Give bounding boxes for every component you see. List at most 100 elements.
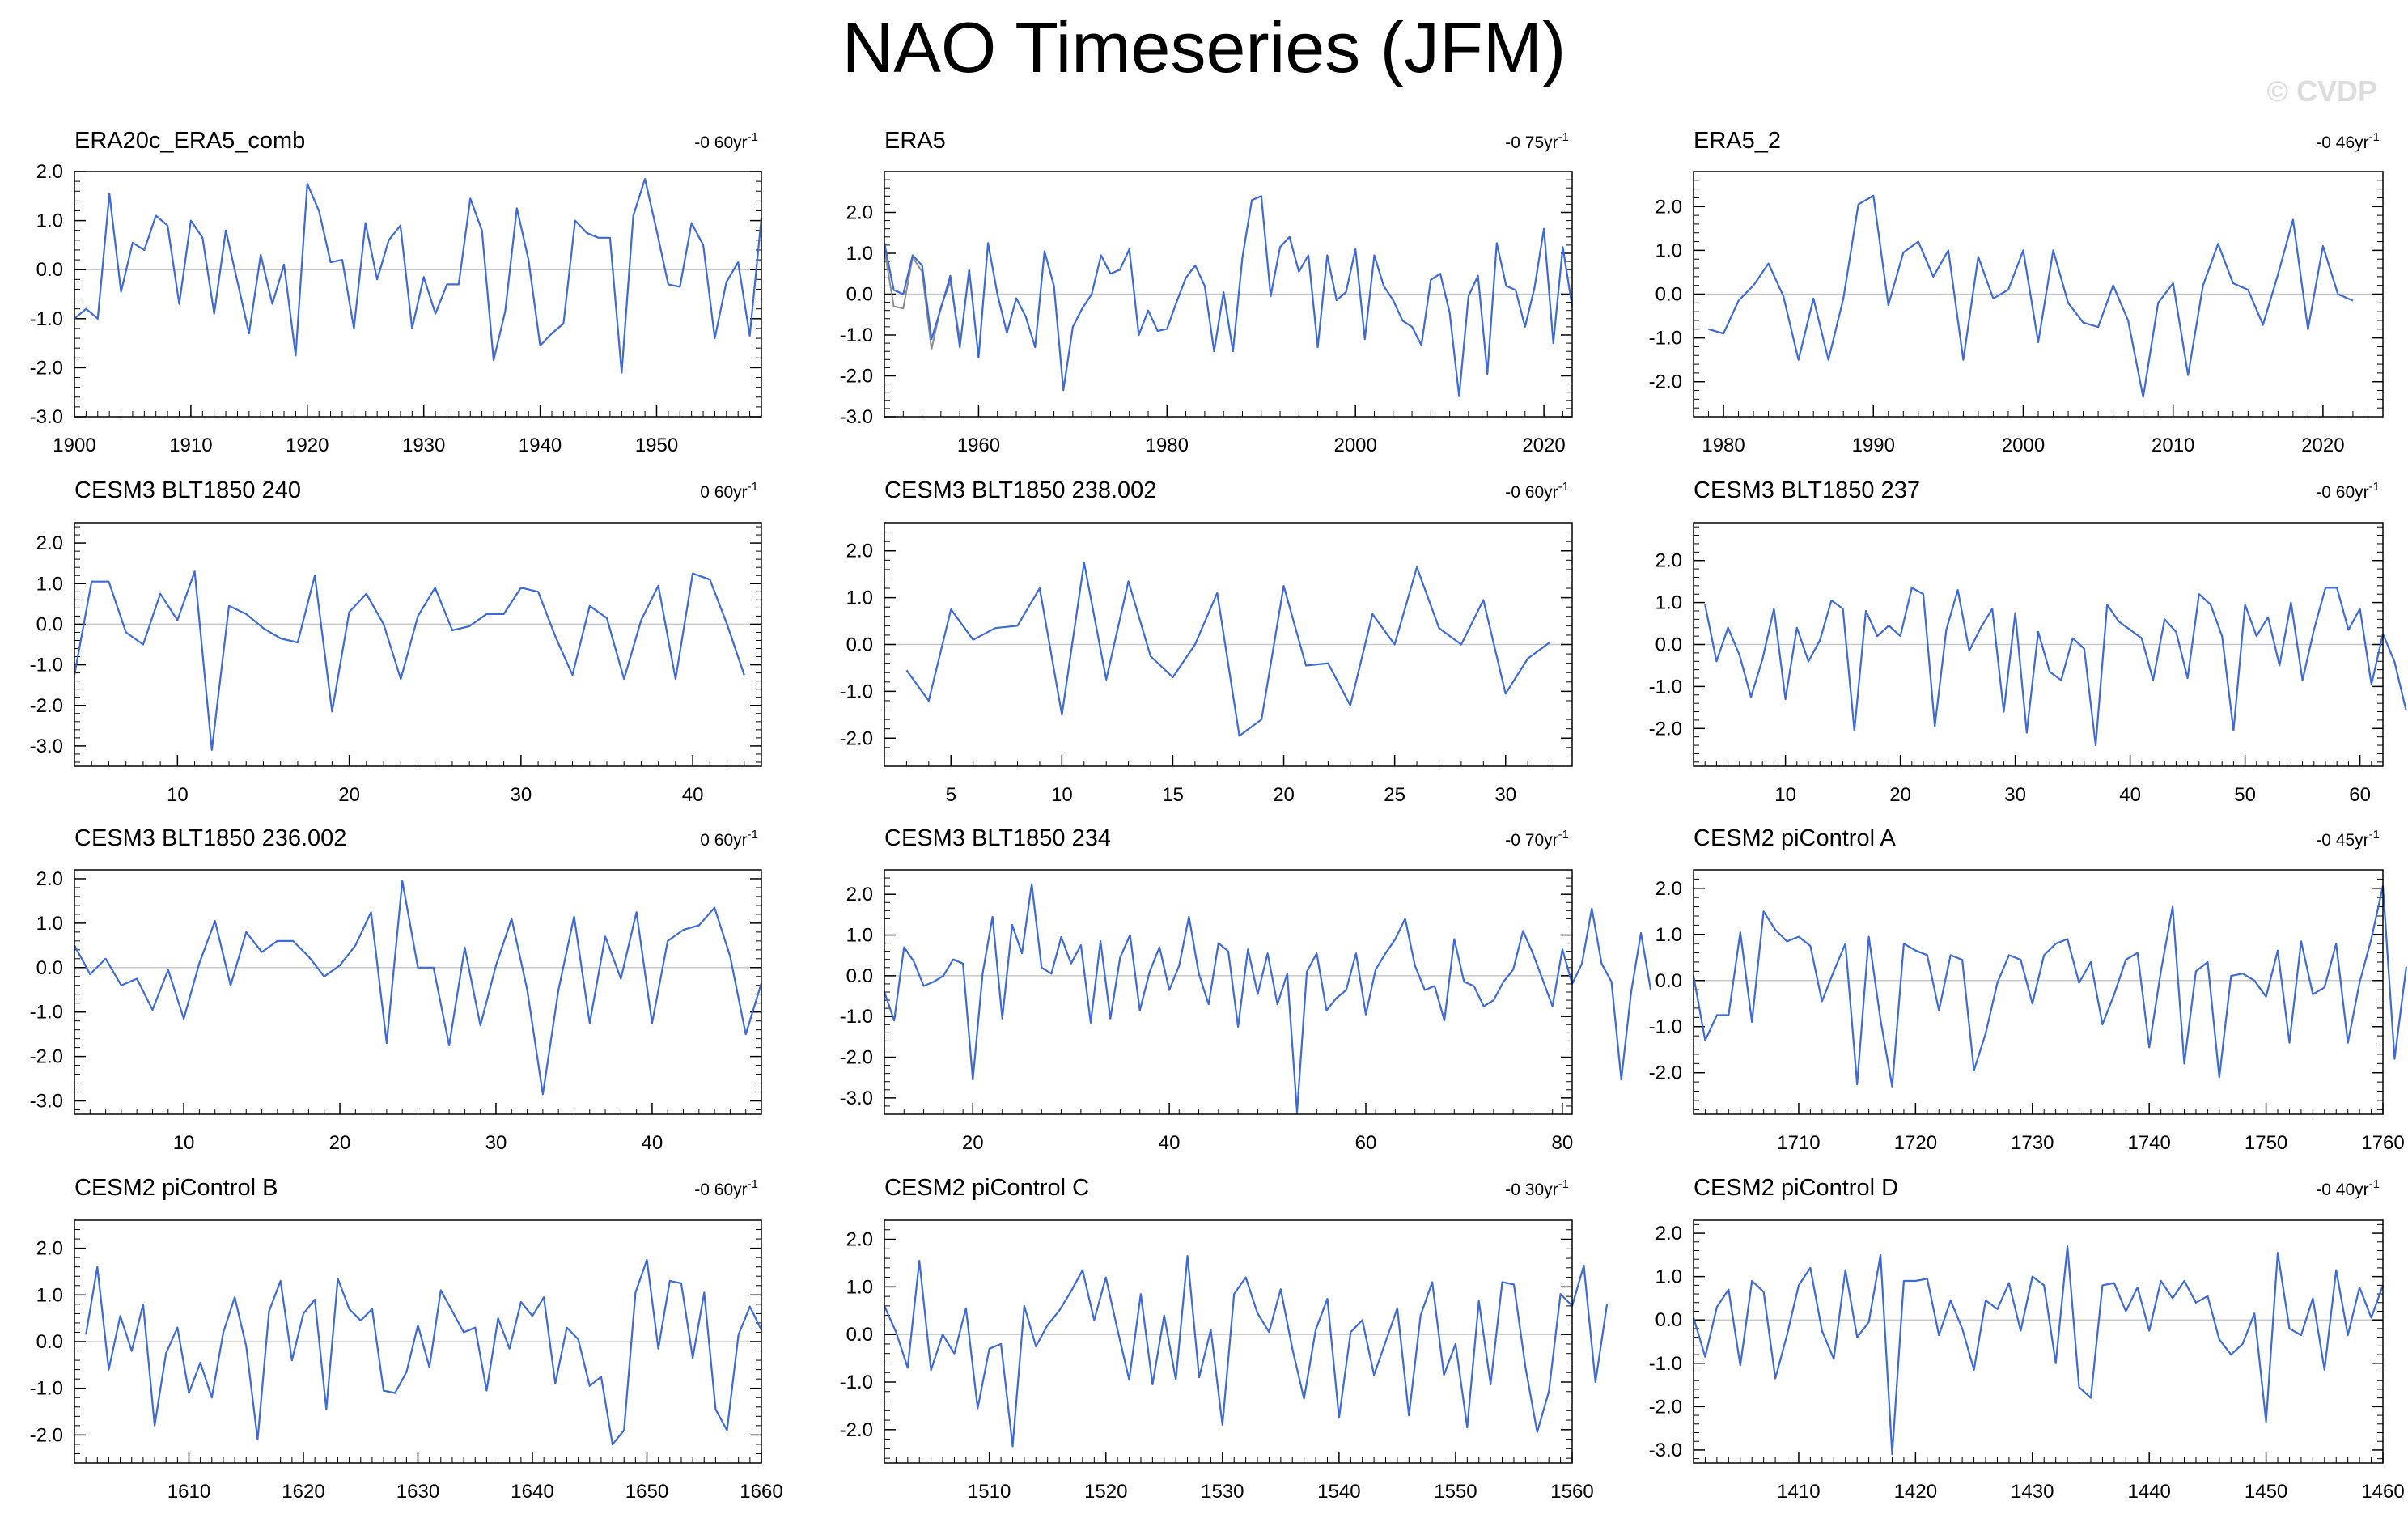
chart-panel: 2.0 1.0 0.0 -1.0 -2.0 1610 1620 1630 1640 1650 166… [30,1175,783,1503]
series-line [74,880,763,1096]
x-tick-label: 1420 [1894,1481,1937,1503]
x-tick-label: 40 [642,1132,663,1154]
y-tick-label: -3.0 [30,406,63,428]
y-tick-label: -1.0 [30,1378,63,1400]
x-tick-label: 1610 [167,1481,210,1503]
y-tick-label: -2.0 [1649,371,1682,393]
chart-panel: 2.0 1.0 0.0 -1.0 -2.0 1710 1720 1730 1740 1750 176… [1649,825,2407,1154]
trend-unit-exponent: -1 [2369,130,2380,144]
series-line [73,570,745,752]
panel-title: CESM3 BLT1850 240 [74,477,301,503]
series-line [1692,1245,2385,1456]
trend-label: -0 75yr-1 [1505,130,1569,152]
x-tick-label: 40 [1159,1132,1181,1154]
x-tick-label: 1750 [2245,1132,2287,1154]
y-tick-label: 1.0 [36,1284,63,1306]
trend-unit-exponent: -1 [2369,1177,2380,1191]
x-tick-label: 2010 [2152,435,2194,456]
y-tick-label: 0.0 [36,259,63,281]
panel-title: CESM3 BLT1850 236.002 [74,825,346,851]
chart-panel: 2.0 1.0 0.0 -1.0 -2.0 -3.0 1410 1420 1430 1440 145… [1649,1175,2405,1503]
x-tick-label: 1920 [286,435,329,456]
x-tick-label: 60 [2349,784,2371,806]
y-tick-label: -1.0 [1649,1016,1682,1038]
x-tick-label: 15 [1162,784,1184,806]
plot-frame [884,522,1573,767]
x-tick-label: 20 [1273,784,1295,806]
trend-label: -0 46yr-1 [2316,130,2380,152]
trend-label: -0 70yr-1 [1505,828,1569,850]
y-tick-label: 1.0 [1656,592,1682,614]
trend-unit-exponent: -1 [748,1177,758,1191]
x-tick-label: 1940 [519,435,562,456]
y-tick-label: 0.0 [846,1324,873,1346]
plot-frame [1693,869,2384,1115]
series-line [1708,194,2354,398]
chart-panel: 2.0 1.0 0.0 -1.0 -2.0 -3.0 1960 1980 2000 2020 ERA… [840,128,1574,456]
panel-title: ERA5 [884,128,946,154]
x-tick-label: 1560 [1550,1481,1593,1503]
chart-panel: 2.0 1.0 0.0 -1.0 -2.0 -3.0 10 20 30 40 CESM3 BLT18… [30,477,762,806]
series-line [1704,587,2407,747]
y-tick-label: -2.0 [840,366,873,388]
series-line [883,195,1574,397]
y-tick-label: -1.0 [1649,328,1682,350]
x-tick-label: 1720 [1894,1132,1937,1154]
x-tick-label: 1650 [625,1481,668,1503]
y-tick-label: 1.0 [1656,240,1682,261]
y-tick-label: 0.0 [1656,634,1682,656]
y-tick-label: -1.0 [840,324,873,346]
x-tick-label: 1440 [2127,1481,2170,1503]
x-tick-label: 1990 [1852,435,1895,456]
trend-label: -0 60yr-1 [2316,480,2380,502]
x-tick-label: 1660 [740,1481,782,1503]
x-tick-label: 50 [2234,784,2256,806]
y-tick-label: -1.0 [30,1002,63,1024]
y-tick-label: 2.0 [36,1238,63,1260]
series-line [74,178,763,374]
y-tick-label: 0.0 [846,634,873,656]
x-tick-label: 30 [1494,784,1516,806]
x-tick-label: 5 [946,784,956,806]
trend-unit-exponent: -1 [1558,828,1569,842]
panel-title: CESM2 piControl A [1694,825,1896,851]
panel-title: CESM2 piControl D [1694,1175,1898,1201]
x-tick-label: 10 [1774,784,1796,806]
y-tick-label: 1.0 [36,913,63,935]
x-tick-label: 80 [1552,1132,1574,1154]
panel-title: CESM3 BLT1850 234 [884,825,1111,851]
x-tick-label: 1740 [2127,1132,2170,1154]
y-tick-label: 0.0 [846,965,873,987]
y-tick-label: -1.0 [840,1372,873,1393]
series-line [883,883,1652,1113]
series-line [85,1258,762,1446]
chart-panel: 2.0 1.0 0.0 -1.0 -2.0 1980 1990 2000 2010 2020 ERA… [1649,128,2384,456]
y-tick-label: 2.0 [36,868,63,890]
y-tick-label: -2.0 [30,357,63,379]
plot-frame [74,869,762,1115]
trend-label: -0 45yr-1 [2316,828,2380,850]
y-tick-label: 2.0 [1656,878,1682,900]
y-tick-label: 0.0 [36,613,63,635]
y-tick-label: 2.0 [846,202,873,224]
x-tick-label: 30 [510,784,532,806]
plot-frame [74,522,762,767]
trend-label: 0 60yr-1 [700,480,758,502]
y-tick-label: 1.0 [846,1276,873,1298]
x-tick-label: 1430 [2011,1481,2054,1503]
y-tick-label: -2.0 [840,727,873,749]
panel-title: CESM2 piControl C [884,1175,1089,1201]
x-tick-label: 30 [485,1132,507,1154]
panel-title: ERA20c_ERA5_comb [74,128,305,154]
x-tick-label: 1460 [2361,1481,2404,1503]
x-tick-label: 1620 [282,1481,324,1503]
x-tick-label: 20 [329,1132,351,1154]
y-tick-label: 0.0 [1656,1309,1682,1331]
x-tick-label: 1640 [511,1481,553,1503]
trend-unit-exponent: -1 [2369,828,2380,842]
y-tick-label: 0.0 [846,284,873,306]
x-tick-label: 1450 [2245,1481,2287,1503]
x-tick-label: 30 [2004,784,2026,806]
y-tick-label: 1.0 [846,243,873,265]
trend-label: -0 40yr-1 [2316,1177,2380,1199]
